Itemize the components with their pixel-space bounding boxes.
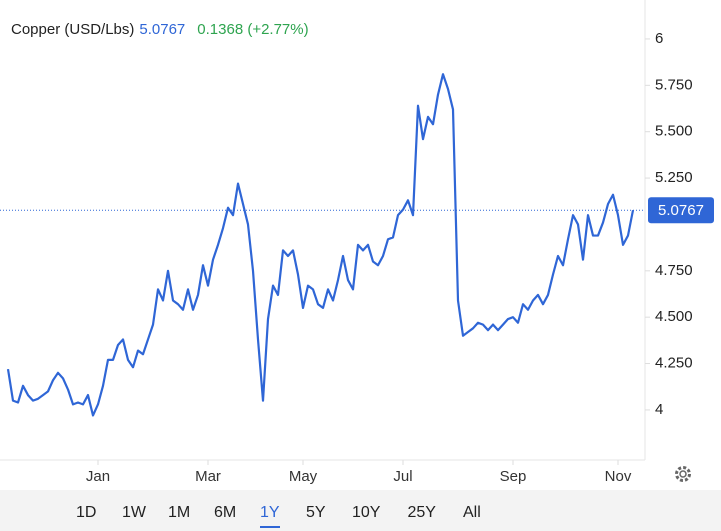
range-button[interactable]: 1M (168, 504, 191, 521)
x-tick-label: May (289, 468, 318, 485)
chart-title: Copper (USD/Lbs) (11, 21, 134, 38)
last-value-label: 5.0767 (658, 202, 704, 219)
y-tick-label: 4.500 (655, 308, 693, 325)
line (6, 73, 635, 417)
range-button[interactable]: 1W (122, 504, 146, 521)
last-value-tag (648, 197, 714, 224)
y-tick-label: 6 (655, 30, 663, 47)
x-tick-label: Sep (500, 468, 527, 485)
y-tick-label: 4.250 (655, 355, 693, 372)
x-tick-label: Jan (86, 468, 110, 485)
header: Copper (USD/Lbs) 5.0767 0.1368 (+2.77%) (11, 21, 309, 38)
y-tick-label: 5.750 (655, 76, 693, 93)
range-button[interactable]: 25Y (407, 504, 436, 521)
range-button[interactable]: All (463, 504, 481, 521)
range-button[interactable]: 5Y (306, 504, 326, 521)
settings-icon[interactable] (675, 466, 691, 482)
range-button[interactable]: 1D (76, 504, 97, 521)
range-button[interactable]: 6M (214, 504, 237, 521)
x-tick-label: Nov (605, 468, 632, 485)
y-tick-label: 5.500 (655, 123, 693, 140)
y-tick-label: 5.250 (655, 169, 693, 186)
x-tick-label: Jul (393, 468, 412, 485)
change: 0.1368 (+2.77%) (197, 21, 308, 38)
chart: Copper (USD/Lbs) 5.0767 0.1368 (+2.77%) 4 4… (0, 0, 714, 485)
x-tick-label: Mar (195, 468, 221, 485)
last-value: 5.0767 (139, 21, 185, 38)
toolbar: 1D 1W 1M 6M 1Y 5Y 10Y 25Y All (0, 490, 721, 531)
y-tick-label: 4 (655, 401, 663, 418)
y-tick-label: 4.750 (655, 262, 693, 279)
range-button[interactable]: 10Y (352, 504, 381, 521)
range-button[interactable]: 1Y (260, 504, 280, 528)
